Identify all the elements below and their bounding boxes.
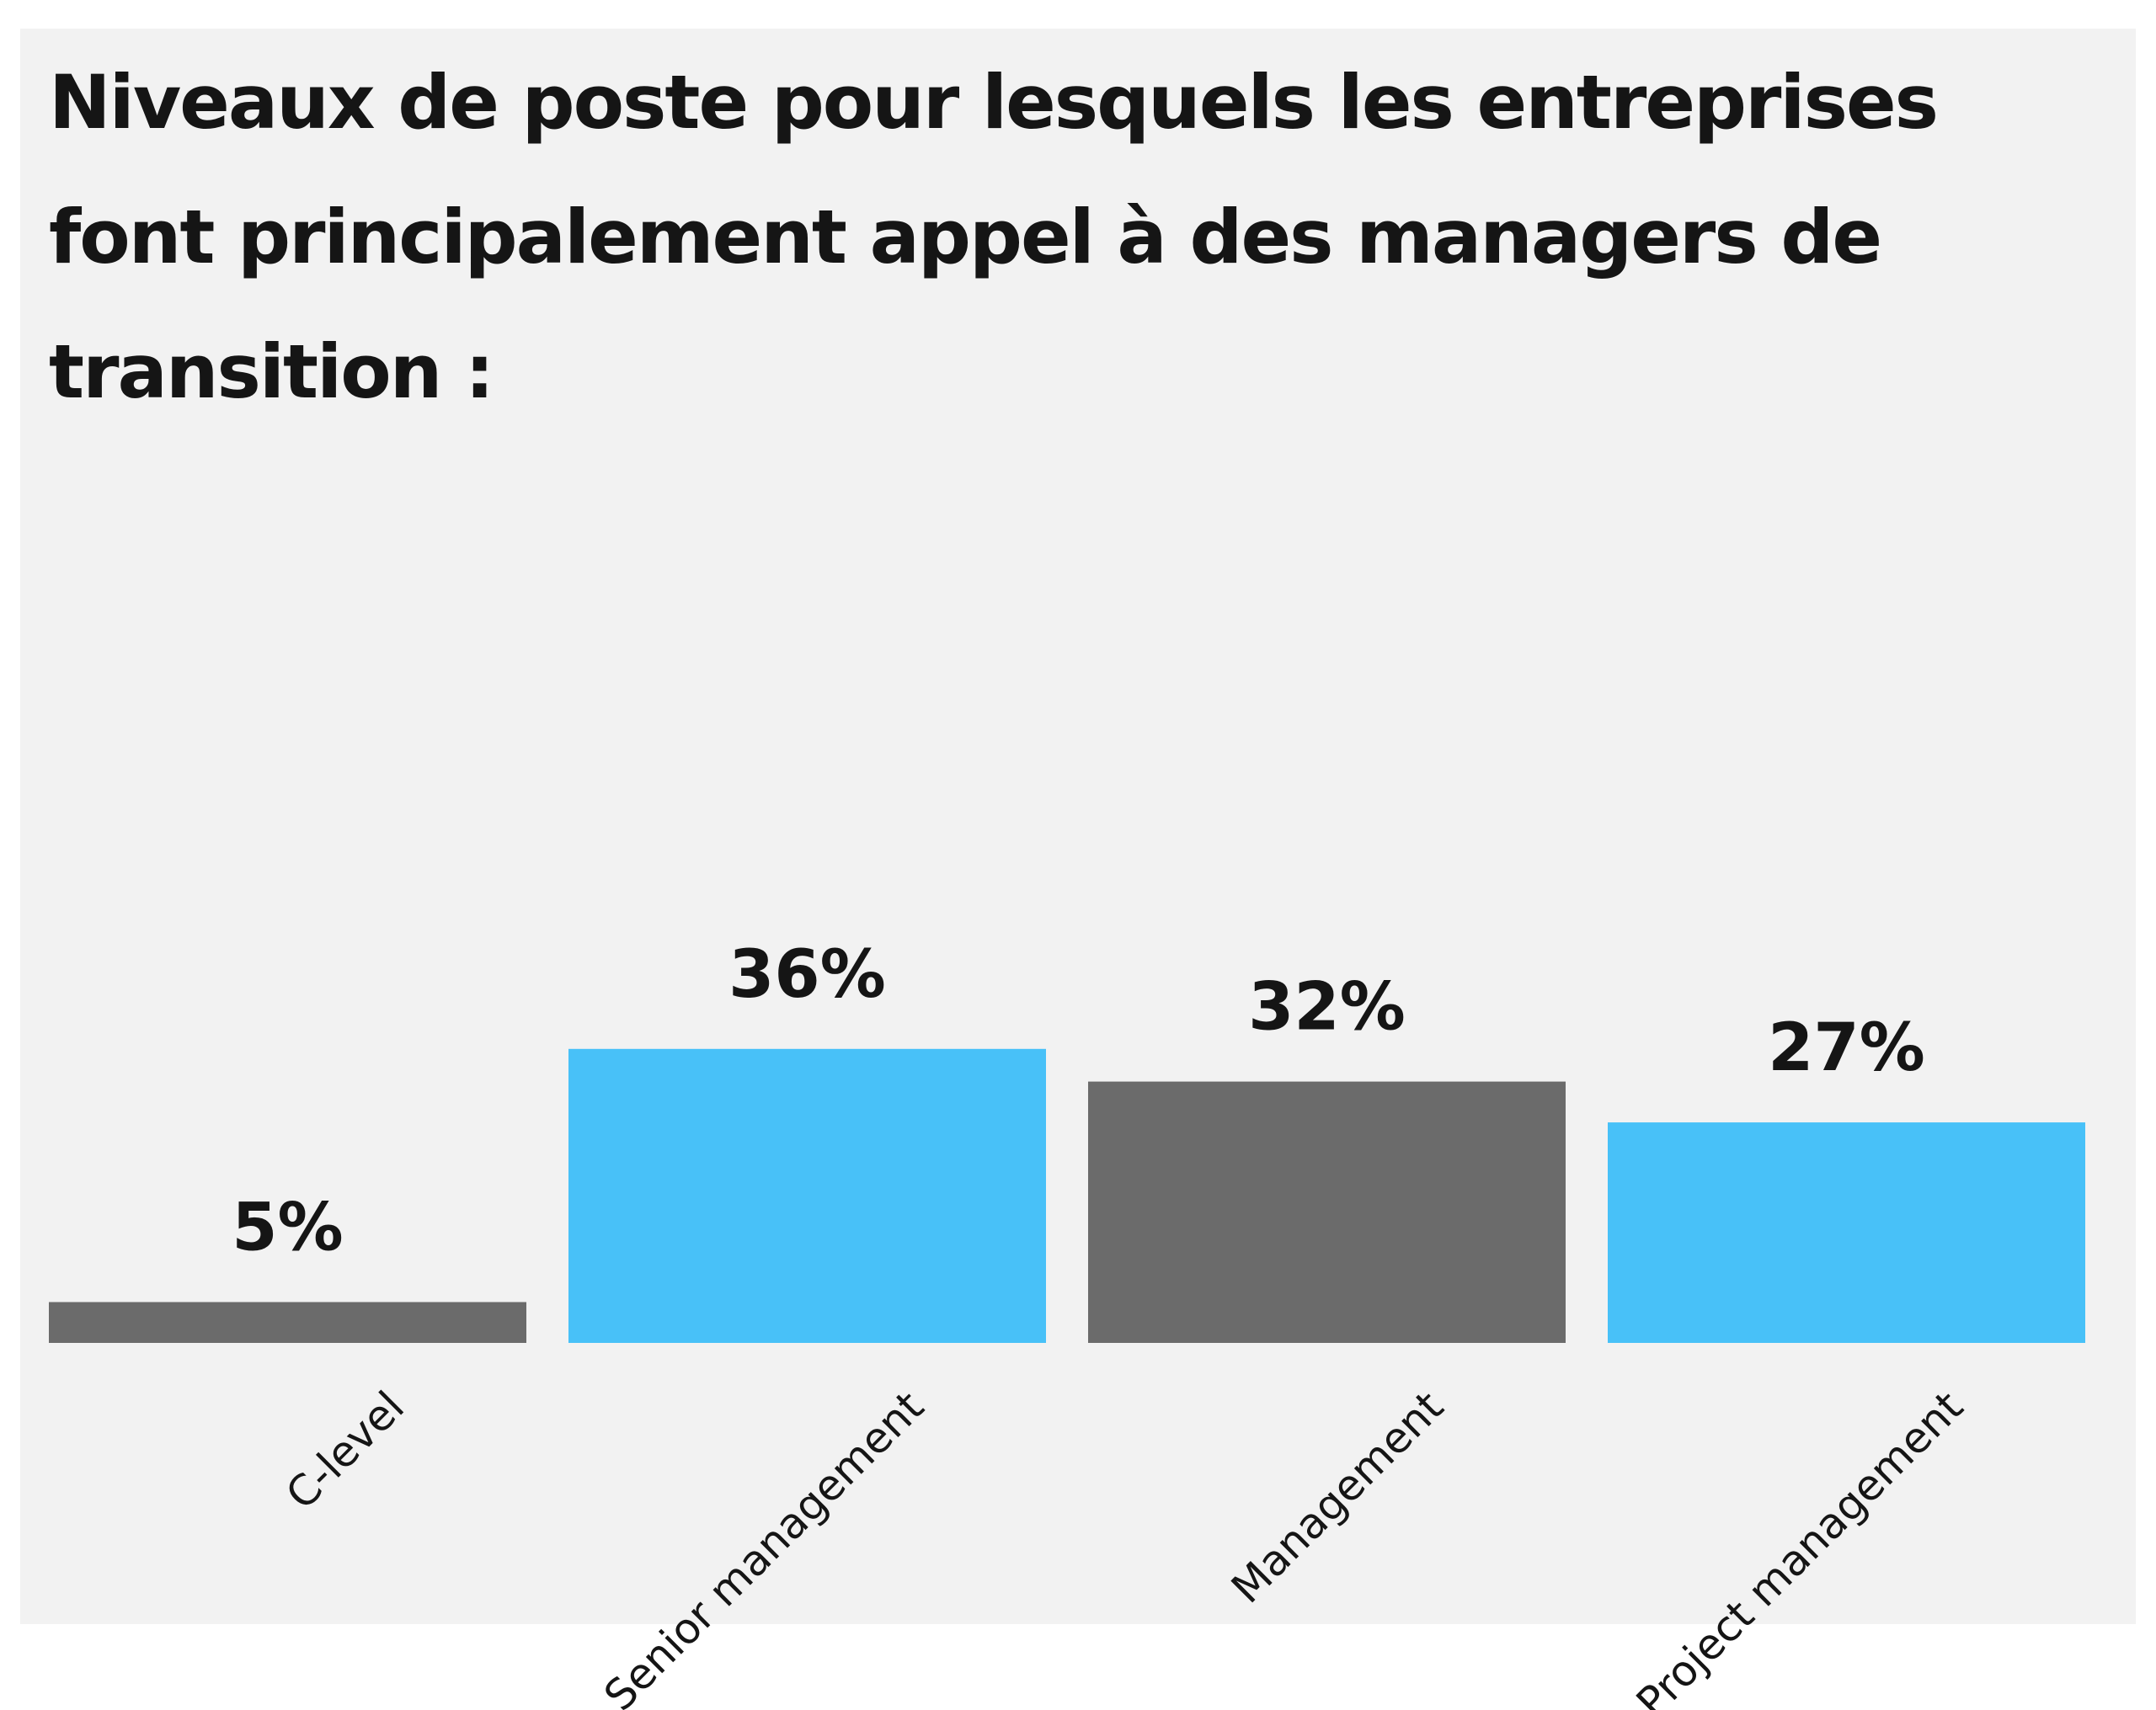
category-labels-group: C-level Senior management Management Projec… [276, 1382, 1972, 1710]
bar-project-management [1608, 1122, 2085, 1343]
bar-c-level [49, 1302, 526, 1343]
value-label-c-level: 5% [232, 1191, 343, 1266]
category-label-management: Management [1222, 1382, 1453, 1612]
bar-senior-management [568, 1048, 1046, 1343]
category-label-senior-management: Senior management [595, 1382, 933, 1710]
value-labels-group: 5% 36% 32% 27% [232, 937, 1925, 1266]
category-label-project-management: Project management [1627, 1382, 1972, 1710]
category-label-c-level: C-level [276, 1382, 414, 1519]
chart-title: Niveaux de poste pour lesquels les entre… [49, 59, 1939, 415]
value-label-management: 32% [1248, 970, 1406, 1046]
value-label-senior-management: 36% [728, 937, 886, 1013]
chart-panel [20, 29, 2136, 1624]
bar-management [1088, 1081, 1566, 1343]
value-label-project-management: 27% [1768, 1010, 1925, 1086]
bars-group [49, 1048, 2085, 1343]
